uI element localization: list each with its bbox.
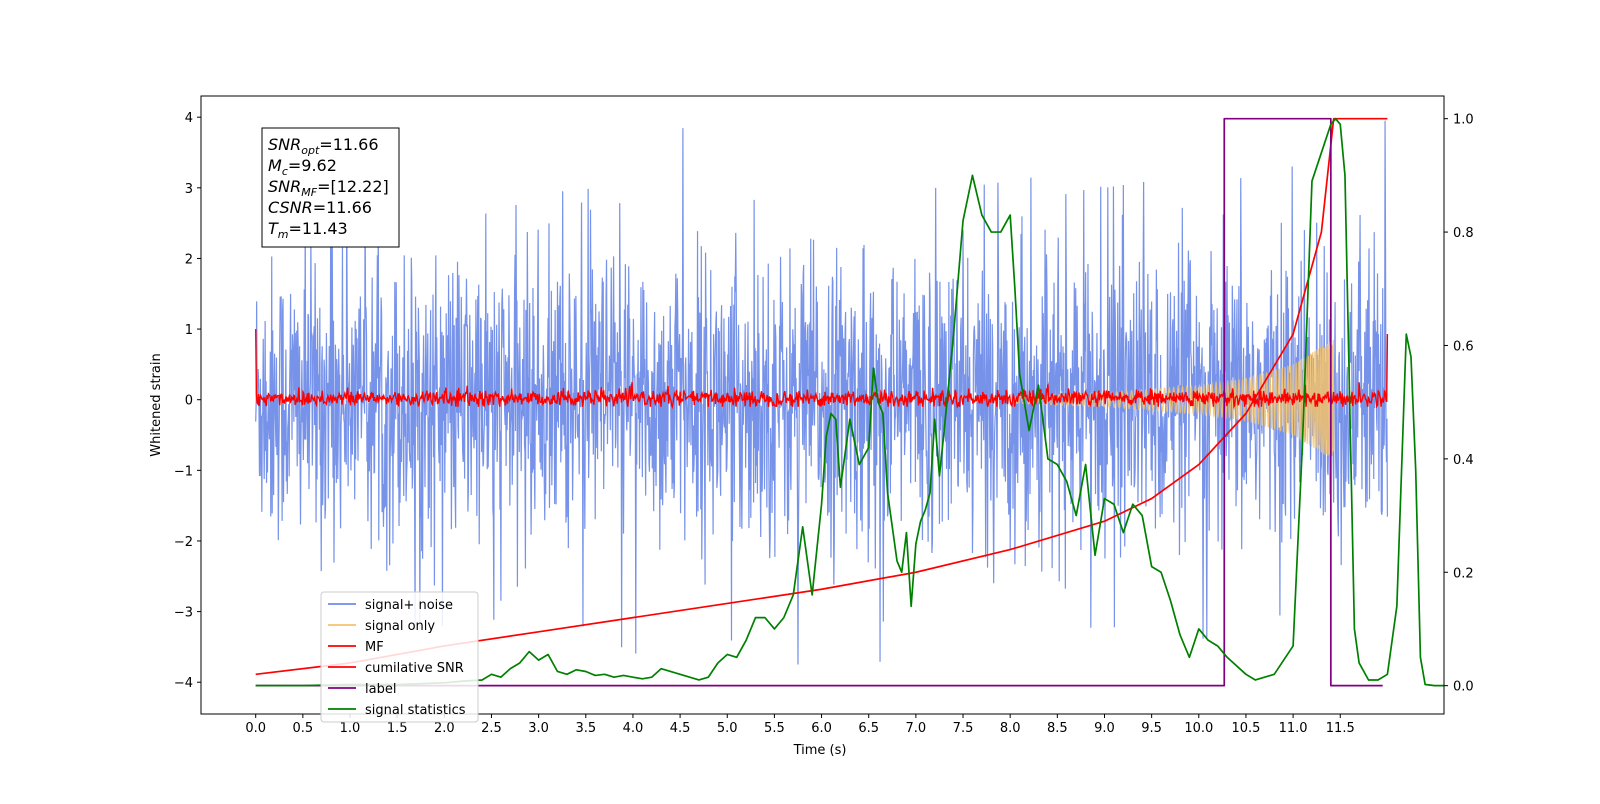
y-left-tick-label: −1 [174,464,193,479]
y-axis-left-ticks: 4 3 2 1 0 −1 −2 −3 −4 [174,111,201,691]
annotation-frame [261,127,400,248]
x-tick-label: 7.5 [953,721,974,736]
annotation-line: CSNR=11.66 [268,198,372,217]
y-left-tick-label: 3 [185,182,193,197]
x-tick-label: 4.5 [670,721,691,736]
y-left-tick-label: −3 [174,606,193,621]
y-left-tick-label: 0 [185,394,193,409]
x-tick-label: 2.0 [434,721,455,736]
x-tick-label: 7.0 [906,721,927,736]
annotation-line: Mc=9.62 [268,156,337,178]
x-tick-label: 5.5 [764,721,785,736]
legend-label: MF [365,640,384,655]
y-right-tick-label: 0.0 [1453,680,1474,695]
annotation-line: Tm=11.43 [268,219,348,241]
series-mf [255,329,1389,410]
series-signal-only [1009,339,1335,457]
x-tick-label: 8.5 [1047,721,1068,736]
x-tick-label: 3.0 [528,721,549,736]
stats-annotation-box: SNRopt=11.66Mc=9.62SNRMF=[12.22]CSNR=11.… [261,127,400,248]
legend-label: signal statistics [365,703,466,718]
x-tick-label: 11.5 [1326,721,1355,736]
series-label [255,117,1383,687]
x-tick-label: 9.0 [1094,721,1115,736]
x-tick-label: 3.5 [575,721,596,736]
x-tick-label: 0.0 [245,721,266,736]
legend-label: label [365,682,396,697]
x-tick-label: 0.5 [293,721,314,736]
legend: signal+ noise signal only MF cumilative SNR… [320,591,479,723]
annotation-line: SNRopt=11.66 [268,135,379,157]
series-cumilative-snr [255,117,1388,676]
y-left-tick-label: 1 [185,323,193,338]
x-tick-label: 6.5 [858,721,879,736]
y-left-tick-label: 4 [185,111,193,126]
y-axis-right-ticks: 1.0 0.8 0.6 0.4 0.2 0.0 [1444,113,1474,695]
y-left-tick-label: −2 [174,535,193,550]
y-right-tick-label: 1.0 [1453,113,1474,128]
x-tick-label: 9.5 [1141,721,1162,736]
legend-label: cumilative SNR [365,661,464,676]
series-signal-statistics [255,117,1444,687]
x-tick-label: 1.0 [340,721,361,736]
x-tick-label: 1.5 [387,721,408,736]
y-right-tick-label: 0.4 [1453,453,1474,468]
y-left-tick-label: −4 [174,676,193,691]
x-tick-label: 2.5 [481,721,502,736]
x-tick-label: 4.0 [623,721,644,736]
axes-frame [200,95,1445,715]
x-tick-label: 6.0 [811,721,832,736]
legend-label: signal+ noise [365,598,453,613]
x-tick-label: 10.0 [1184,721,1213,736]
legend-frame [320,591,479,723]
plot-area [255,117,1444,687]
x-tick-label: 10.5 [1231,721,1260,736]
y-right-tick-label: 0.8 [1453,226,1474,241]
annotation-line: SNRMF=[12.22] [268,177,389,199]
legend-label: signal only [365,619,435,634]
x-tick-label: 8.0 [1000,721,1021,736]
y-right-tick-label: 0.6 [1453,339,1474,354]
x-axis-label: Time (s) [793,743,847,758]
x-tick-label: 11.0 [1279,721,1308,736]
y-right-tick-label: 0.2 [1453,566,1474,581]
x-axis-ticks: 0.0 0.5 1.0 1.5 2.0 2.5 3.0 3.5 4.0 4.5 5.0 5.5 6.0 6… [245,714,1355,736]
x-tick-label: 5.0 [717,721,738,736]
y-left-tick-label: 2 [185,252,193,267]
y-axis-label: Whitened strain [149,353,164,456]
